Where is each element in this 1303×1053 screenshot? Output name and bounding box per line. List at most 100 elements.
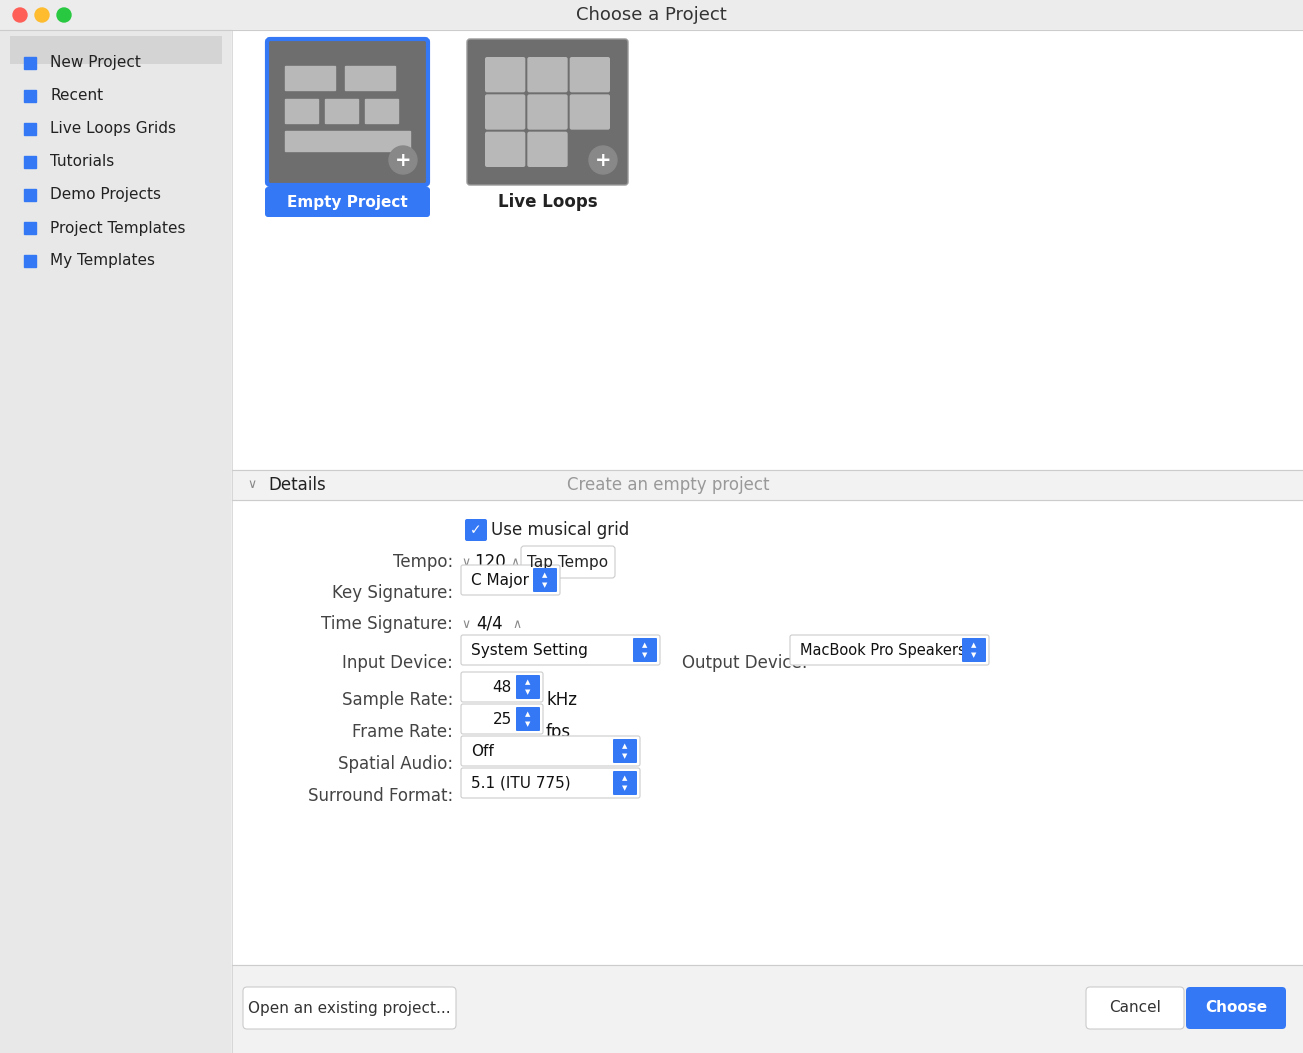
FancyBboxPatch shape — [485, 57, 525, 93]
Text: ∨: ∨ — [461, 556, 470, 569]
Circle shape — [589, 146, 618, 174]
Text: Surround Format:: Surround Format: — [308, 787, 453, 804]
FancyBboxPatch shape — [1085, 987, 1184, 1029]
FancyBboxPatch shape — [461, 635, 661, 665]
Circle shape — [57, 8, 70, 22]
FancyBboxPatch shape — [265, 187, 430, 217]
Text: +: + — [594, 151, 611, 170]
Text: Project Templates: Project Templates — [50, 220, 185, 236]
FancyBboxPatch shape — [485, 132, 525, 167]
Text: Cancel: Cancel — [1109, 1000, 1161, 1015]
Text: 5.1 (ITU 775): 5.1 (ITU 775) — [470, 775, 571, 791]
Text: Key Signature:: Key Signature: — [332, 584, 453, 602]
Text: ▲: ▲ — [525, 679, 530, 686]
Text: ▲: ▲ — [971, 642, 977, 649]
Bar — [0, 29, 232, 1053]
Text: Details: Details — [268, 476, 326, 494]
Text: ▲: ▲ — [623, 775, 628, 781]
Text: Choose: Choose — [1205, 1000, 1267, 1015]
Text: Live Loops Grids: Live Loops Grids — [50, 121, 176, 137]
FancyBboxPatch shape — [267, 39, 427, 185]
Text: Use musical grid: Use musical grid — [491, 521, 629, 539]
Text: ▼: ▼ — [623, 753, 628, 758]
FancyBboxPatch shape — [569, 57, 610, 93]
FancyBboxPatch shape — [962, 638, 986, 662]
Text: Tempo:: Tempo: — [392, 553, 453, 571]
Text: ✓: ✓ — [470, 523, 482, 537]
Text: ∧: ∧ — [512, 617, 521, 631]
Text: New Project: New Project — [50, 56, 141, 71]
Text: ∨: ∨ — [461, 617, 470, 631]
Text: ∧: ∧ — [509, 556, 519, 569]
FancyBboxPatch shape — [461, 736, 640, 766]
Text: fps: fps — [546, 723, 571, 741]
Text: 48: 48 — [493, 679, 512, 695]
Text: System Setting: System Setting — [470, 642, 588, 657]
Text: C Major: C Major — [470, 573, 529, 588]
Text: Choose a Project: Choose a Project — [576, 6, 726, 24]
Text: Recent: Recent — [50, 88, 103, 103]
Text: 120: 120 — [474, 553, 506, 571]
FancyBboxPatch shape — [466, 39, 628, 185]
Text: Open an existing project...: Open an existing project... — [248, 1000, 451, 1015]
Bar — [232, 965, 1303, 1053]
Text: ▼: ▼ — [971, 652, 977, 658]
Circle shape — [390, 146, 417, 174]
Text: Input Device:: Input Device: — [343, 654, 453, 672]
Text: Sample Rate:: Sample Rate: — [341, 691, 453, 709]
FancyBboxPatch shape — [528, 132, 568, 167]
Bar — [285, 99, 318, 123]
Text: Demo Projects: Demo Projects — [50, 187, 162, 202]
Text: Output Device:: Output Device: — [681, 654, 808, 672]
FancyBboxPatch shape — [1186, 987, 1286, 1029]
FancyBboxPatch shape — [461, 704, 543, 734]
FancyBboxPatch shape — [516, 675, 539, 699]
FancyBboxPatch shape — [461, 768, 640, 798]
Text: Empty Project: Empty Project — [287, 195, 408, 210]
Bar — [232, 29, 1303, 1053]
FancyBboxPatch shape — [461, 672, 543, 702]
FancyBboxPatch shape — [612, 739, 637, 763]
Text: Off: Off — [470, 743, 494, 758]
Bar — [0, 0, 1303, 29]
Bar — [232, 500, 1303, 965]
Circle shape — [35, 8, 50, 22]
Circle shape — [13, 8, 27, 22]
Text: Create an empty project: Create an empty project — [567, 476, 769, 494]
FancyBboxPatch shape — [521, 547, 615, 578]
Text: ▼: ▼ — [542, 581, 547, 588]
Bar — [285, 131, 410, 151]
Text: Tap Tempo: Tap Tempo — [528, 555, 609, 570]
Text: Time Signature:: Time Signature: — [321, 615, 453, 633]
FancyBboxPatch shape — [516, 707, 539, 731]
Bar — [285, 65, 335, 90]
Text: ▼: ▼ — [642, 652, 648, 658]
Text: Live Loops: Live Loops — [498, 193, 597, 211]
FancyBboxPatch shape — [790, 635, 989, 665]
Text: ∨: ∨ — [248, 478, 257, 492]
Text: Tutorials: Tutorials — [50, 155, 115, 170]
FancyBboxPatch shape — [461, 565, 560, 595]
Text: ▲: ▲ — [623, 743, 628, 750]
Text: ▼: ▼ — [623, 784, 628, 791]
Bar — [345, 65, 395, 90]
FancyBboxPatch shape — [528, 95, 568, 130]
Text: 25: 25 — [493, 712, 512, 727]
Text: 4/4: 4/4 — [477, 615, 503, 633]
FancyBboxPatch shape — [485, 95, 525, 130]
Text: My Templates: My Templates — [50, 254, 155, 269]
Bar — [232, 470, 1303, 500]
Text: ▼: ▼ — [525, 689, 530, 695]
FancyBboxPatch shape — [242, 987, 456, 1029]
FancyBboxPatch shape — [528, 57, 568, 93]
Text: ▼: ▼ — [525, 720, 530, 727]
Bar — [324, 99, 357, 123]
FancyBboxPatch shape — [633, 638, 657, 662]
Text: ▲: ▲ — [642, 642, 648, 649]
Text: ▲: ▲ — [525, 712, 530, 717]
FancyBboxPatch shape — [569, 95, 610, 130]
Text: +: + — [395, 151, 412, 170]
Bar — [365, 99, 397, 123]
Text: MacBook Pro Speakers: MacBook Pro Speakers — [800, 642, 966, 657]
Text: Spatial Audio:: Spatial Audio: — [337, 755, 453, 773]
